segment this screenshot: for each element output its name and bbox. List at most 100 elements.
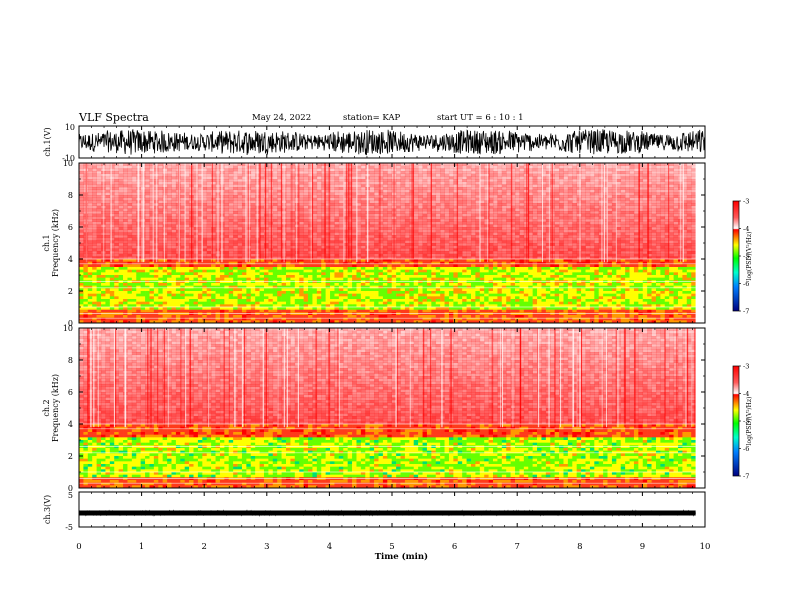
spectrogram-cell xyxy=(400,275,406,278)
spectrogram-cell xyxy=(308,253,313,257)
spectrogram-cell xyxy=(197,171,203,174)
spectrogram-cell xyxy=(211,309,216,313)
spectrogram-cell xyxy=(272,227,278,230)
spectrogram-cell xyxy=(422,200,428,204)
spectrogram-cell xyxy=(431,197,437,201)
spectrogram-cell xyxy=(206,317,212,321)
spectrogram-cell xyxy=(131,165,137,169)
spectrogram-cell xyxy=(418,211,423,214)
spectrogram-cell xyxy=(162,192,168,196)
spectrogram-cell xyxy=(114,184,119,188)
spectrogram-cell xyxy=(431,229,437,233)
spectrogram-cell xyxy=(338,264,344,268)
spectrogram-cell xyxy=(321,285,326,289)
spectrogram-cell xyxy=(330,203,335,206)
spectrogram-cell xyxy=(197,232,203,236)
spectrogram-cell xyxy=(162,187,168,190)
spectrogram-cell xyxy=(299,181,304,185)
spectrogram-cell xyxy=(114,256,119,260)
spectrogram-cell xyxy=(356,163,362,166)
spectrogram-cell xyxy=(83,213,89,217)
spectrogram-cell xyxy=(83,261,89,265)
spectrogram-cell xyxy=(369,285,375,289)
spectrogram-cell xyxy=(404,197,410,201)
spectrogram-cell xyxy=(206,163,212,166)
spectrogram-cell xyxy=(374,224,379,228)
spectrogram-cell xyxy=(250,235,256,238)
spectrogram-cell xyxy=(197,309,203,313)
spectrogram-cell xyxy=(149,176,155,180)
spectrogram-cell xyxy=(352,259,357,262)
spectrogram-cell xyxy=(153,280,159,284)
spectrogram-cell xyxy=(149,253,155,257)
spectrogram-cell xyxy=(268,277,274,281)
spectrogram-cell xyxy=(369,221,375,225)
spectrogram-cell xyxy=(158,168,163,172)
spectrogram-cell xyxy=(330,237,335,241)
spectrogram-cell xyxy=(149,256,155,260)
spectrogram-cell xyxy=(105,304,111,308)
spectrogram-cell xyxy=(343,213,348,217)
spectrogram-cell xyxy=(374,237,379,241)
spectrogram-cell xyxy=(294,197,300,201)
spectrogram-cell xyxy=(418,165,423,169)
spectrogram-cell xyxy=(263,291,269,294)
spectrogram-cell xyxy=(123,213,128,217)
spectrogram-cell xyxy=(352,229,357,233)
spectrogram-cell xyxy=(268,211,274,214)
spectrogram-cell xyxy=(167,171,172,174)
spectrogram-cell xyxy=(206,179,212,182)
spectrogram-cell xyxy=(215,307,221,310)
spectrogram-cell xyxy=(286,224,291,228)
spectrogram-cell xyxy=(83,269,89,273)
spectrogram-cell xyxy=(211,285,216,289)
spectrogram-cell xyxy=(286,232,291,236)
spectrogram-cell xyxy=(87,315,93,318)
spectrogram-cell xyxy=(202,245,208,249)
spectrogram-cell xyxy=(105,187,111,190)
spectrogram-cell xyxy=(382,200,388,204)
spectrogram-cell xyxy=(422,211,428,214)
spectrogram-cell xyxy=(83,189,89,193)
spectrogram-cell xyxy=(167,285,172,289)
spectrogram-cell xyxy=(92,227,97,230)
spectrogram-cell xyxy=(79,309,84,313)
spectrogram-cell xyxy=(316,163,322,166)
spectrogram-cell xyxy=(330,285,335,289)
spectrogram-cell xyxy=(299,187,304,190)
spectrogram-cell xyxy=(356,293,362,297)
spectrogram-cell xyxy=(202,275,208,278)
spectrogram-cell xyxy=(131,168,137,172)
spectrogram-cell xyxy=(396,173,401,177)
spectrogram-cell xyxy=(96,176,102,180)
spectrogram-cell xyxy=(162,197,168,201)
spectrogram-cell xyxy=(140,307,146,310)
spectrogram-cell xyxy=(330,315,335,318)
spectrogram-cell xyxy=(268,184,274,188)
spectrogram-cell xyxy=(131,208,137,212)
spectrogram-cell xyxy=(145,163,150,166)
spectrogram-cell xyxy=(96,267,102,270)
spectrogram-cell xyxy=(171,315,177,318)
spectrogram-cell xyxy=(167,248,172,252)
spectrogram-cell xyxy=(101,181,106,185)
spectrogram-cell xyxy=(422,251,428,254)
spectrogram-cell xyxy=(321,195,326,198)
spectrogram-cell xyxy=(259,224,265,228)
spectrogram-cell xyxy=(272,173,278,177)
spectrogram-cell xyxy=(79,200,84,204)
spectrogram-cell xyxy=(387,181,392,185)
spectrogram-cell xyxy=(365,317,370,321)
spectrogram-cell xyxy=(193,283,199,286)
spectrogram-cell xyxy=(396,253,401,257)
spectrogram-cell xyxy=(325,208,331,212)
spectrogram-cell xyxy=(228,229,234,233)
spectrogram-cell xyxy=(338,224,344,228)
spectrogram-cell xyxy=(426,275,432,278)
spectrogram-cell xyxy=(101,165,106,169)
spectrogram-cell xyxy=(312,293,318,297)
spectrogram-cell xyxy=(321,248,326,252)
spectrogram-cell xyxy=(171,283,177,286)
spectrogram-cell xyxy=(149,232,155,236)
spectrogram-cell xyxy=(382,317,388,321)
